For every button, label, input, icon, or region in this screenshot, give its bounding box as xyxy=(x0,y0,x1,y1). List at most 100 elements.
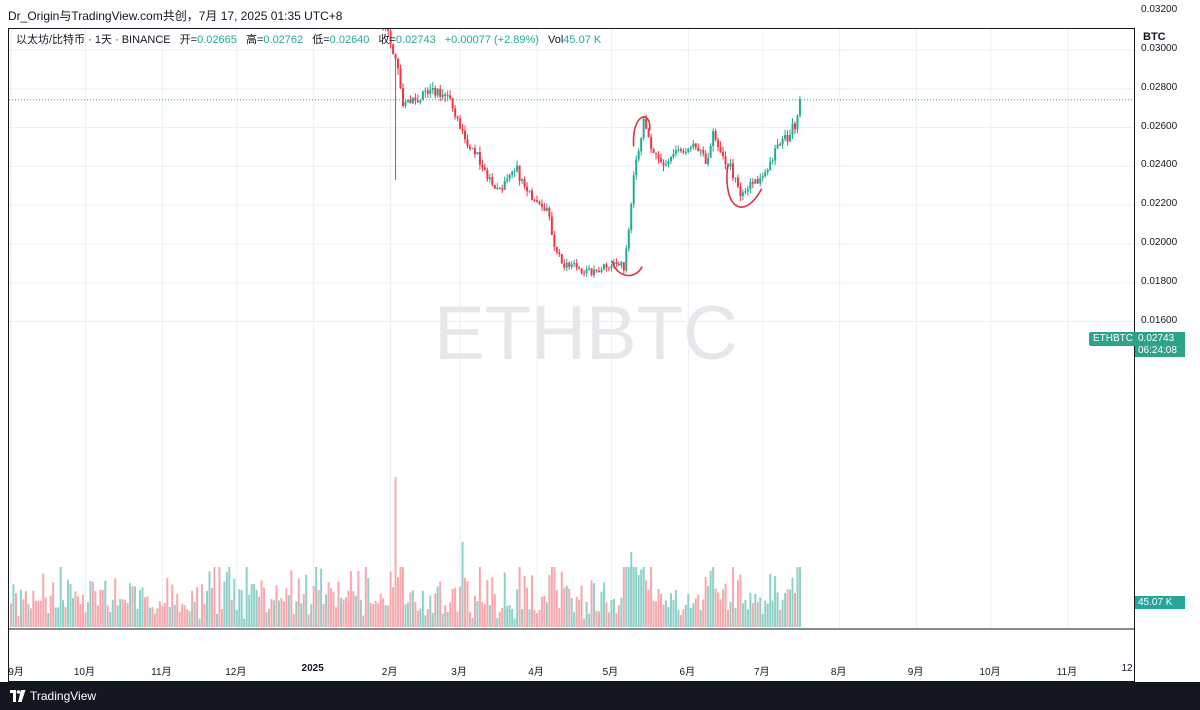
candle-body xyxy=(617,263,620,266)
candle-body xyxy=(679,149,682,151)
candle-body xyxy=(597,270,600,273)
time-tick-label: 2月 xyxy=(381,667,398,678)
candle-body xyxy=(590,268,593,276)
legend-vol-label: Vol xyxy=(548,34,564,46)
candle-body xyxy=(630,203,633,231)
candle-body xyxy=(657,154,660,159)
legend-change: +0.00077 (+2.89%) xyxy=(444,34,539,46)
candle-body xyxy=(709,145,712,158)
candle-body xyxy=(513,171,516,173)
volume-bar xyxy=(79,604,82,627)
volume-bar xyxy=(669,593,672,627)
volume-bar xyxy=(260,580,263,627)
candle-body xyxy=(548,208,551,217)
chart-attribution: Dr_Origin与TradingView.com共创，7月 17, 2025 … xyxy=(8,9,343,23)
volume-bar xyxy=(76,596,79,627)
volume-bar xyxy=(367,578,370,627)
candle-body xyxy=(518,165,521,181)
candle-body xyxy=(421,91,424,101)
volume-bar xyxy=(238,589,241,627)
volume-bar xyxy=(543,595,546,627)
volume-bar xyxy=(176,593,179,627)
volume-bar xyxy=(240,590,243,627)
candle-body xyxy=(771,160,774,162)
candle-body xyxy=(759,178,762,184)
candle-body xyxy=(573,263,576,265)
volume-bar xyxy=(483,604,486,627)
volume-bar xyxy=(704,577,707,627)
volume-bar xyxy=(292,613,295,627)
volume-bar xyxy=(478,567,481,627)
candle-body xyxy=(694,143,697,148)
candle-body xyxy=(555,247,558,253)
candle-body xyxy=(570,264,573,267)
candle-body xyxy=(786,135,789,142)
candle-body xyxy=(506,178,509,182)
volume-bar xyxy=(84,612,87,627)
volume-bar xyxy=(667,606,670,627)
volume-bar xyxy=(761,613,764,627)
volume-bar xyxy=(486,579,489,627)
candle-body xyxy=(699,149,702,151)
volume-bar xyxy=(731,567,734,627)
volume-bar xyxy=(434,593,437,627)
chart-frame[interactable]: ETHBTC xyxy=(8,28,1135,682)
volume-bar xyxy=(496,617,499,627)
volume-bar xyxy=(86,602,89,627)
volume-bar xyxy=(431,613,434,627)
volume-bar xyxy=(751,603,754,627)
volume-bar xyxy=(473,596,476,627)
legend-low-label: 低= xyxy=(312,34,330,46)
volume-bar xyxy=(531,575,534,627)
candle-body xyxy=(461,128,464,131)
legend-symbol[interactable]: 以太坊/比特币 · 1天 · BINANCE xyxy=(16,34,171,46)
candle-body xyxy=(583,273,586,275)
volume-bar xyxy=(593,583,596,627)
volume-bar xyxy=(709,570,712,627)
candle-body xyxy=(669,157,672,162)
volume-bar xyxy=(660,594,663,627)
volume-bar xyxy=(233,578,236,627)
volume-bar xyxy=(585,601,588,627)
volume-bar xyxy=(672,600,675,627)
time-tick-label: 11月 xyxy=(1056,667,1078,678)
footer-brand[interactable]: TradingView xyxy=(30,689,97,703)
volume-bar xyxy=(268,608,271,627)
volume-bar xyxy=(798,567,801,627)
volume-bar xyxy=(24,591,27,627)
chart-canvas[interactable]: ETHBTC xyxy=(9,29,1135,682)
time-tick-label: 11月 xyxy=(151,667,172,678)
time-tick-label: 4月 xyxy=(528,667,544,678)
candle-body xyxy=(798,99,801,116)
volume-bar xyxy=(188,611,191,627)
volume-bar xyxy=(563,587,566,627)
time-tick-label: 12月 xyxy=(225,667,247,678)
candle-body xyxy=(719,146,722,152)
volume-bar xyxy=(610,600,613,627)
volume-bar xyxy=(59,567,62,627)
volume-bar xyxy=(426,609,429,627)
candle-body xyxy=(578,267,581,269)
legend-open: 0.02665 xyxy=(197,34,237,46)
volume-bar xyxy=(158,601,161,627)
volume-bar xyxy=(692,603,695,627)
volume-bar xyxy=(173,604,176,627)
candle-body xyxy=(672,153,675,158)
volume-bar xyxy=(171,584,174,627)
candle-body xyxy=(436,88,439,96)
volume-bar xyxy=(791,577,794,627)
volume-bar xyxy=(466,581,469,627)
volume-bar xyxy=(424,615,427,627)
volume-bar xyxy=(630,552,633,627)
candle-body xyxy=(498,188,501,190)
volume-bar xyxy=(615,613,618,627)
volume-bar xyxy=(446,611,449,627)
volume-bar xyxy=(335,607,338,627)
volume-bar xyxy=(741,603,744,627)
price-tick-label: 0.01800 xyxy=(1141,275,1178,287)
candle-body xyxy=(568,262,571,267)
volume-bar xyxy=(156,608,159,627)
volume-bar xyxy=(305,574,308,627)
candle-body xyxy=(508,174,511,179)
volume-bar xyxy=(337,581,340,627)
